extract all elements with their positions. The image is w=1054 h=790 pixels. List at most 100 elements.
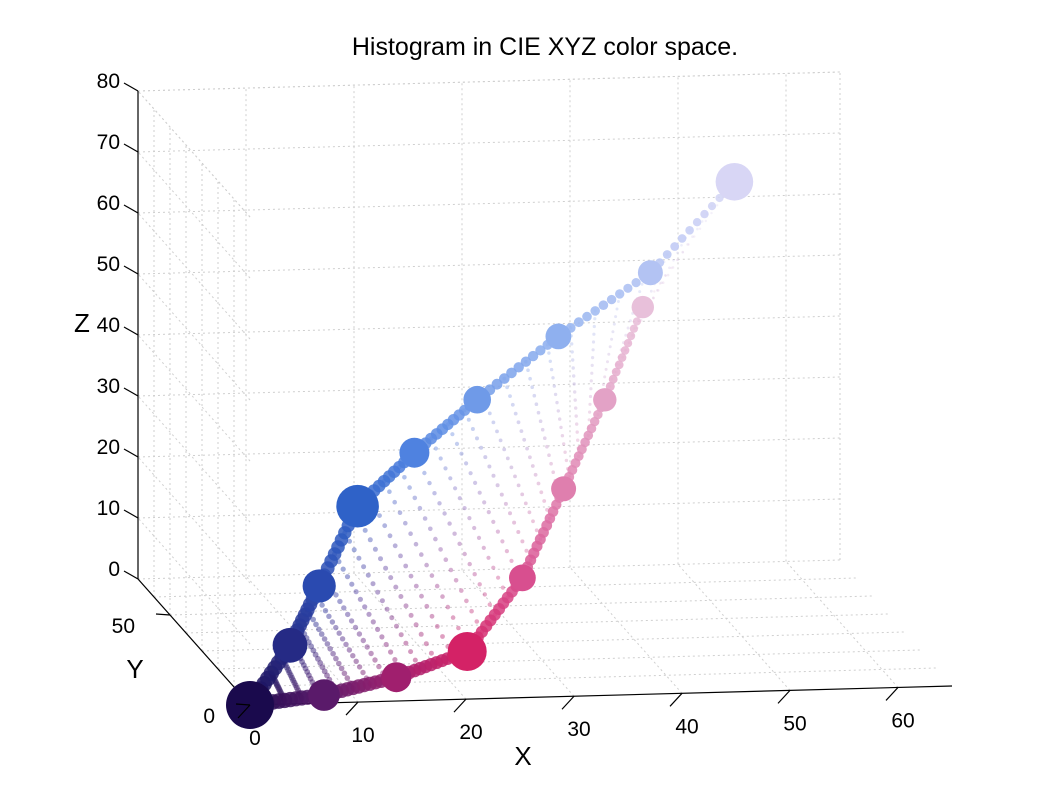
x-gridline [353, 572, 467, 700]
histogram-bin [482, 500, 487, 505]
histogram-bin [412, 495, 418, 501]
histogram-bin [472, 572, 477, 577]
histogram-bin [549, 461, 553, 466]
z-gridline [137, 437, 841, 458]
histogram-bin [486, 509, 491, 515]
histogram-bin [487, 464, 492, 469]
histogram-bin [327, 646, 334, 652]
histogram-bin [333, 655, 339, 662]
data-point [593, 388, 617, 412]
histogram-bin [626, 326, 630, 330]
histogram-bin [582, 311, 592, 322]
histogram-bin [526, 368, 530, 373]
histogram-bin [574, 406, 578, 410]
histogram-bin [333, 624, 339, 631]
histogram-bin [523, 501, 528, 506]
histogram-bin [601, 383, 605, 386]
data-point [336, 484, 379, 528]
histogram-bin [343, 641, 349, 648]
histogram-bin [626, 331, 636, 341]
z-tick-label: 30 [97, 375, 120, 398]
histogram-bin [623, 339, 633, 348]
histogram-bin [505, 385, 509, 390]
x-tick-label: 60 [891, 709, 914, 732]
histogram-bin [345, 611, 351, 618]
x-tick-label: 40 [675, 715, 698, 738]
histogram-bin [348, 618, 355, 624]
x-gridline [785, 561, 899, 688]
z-gridline [137, 456, 251, 584]
y-gridline [185, 613, 889, 634]
histogram-bin [598, 300, 609, 311]
point-cloud [242, 177, 739, 713]
histogram-bin [707, 202, 717, 211]
histogram-bin [591, 356, 595, 360]
histogram-bin [387, 533, 393, 539]
histogram-bin [330, 650, 336, 657]
y-tick-mark [155, 613, 171, 616]
histogram-bin [491, 565, 496, 570]
histogram-bin [372, 657, 378, 663]
histogram-bin [535, 345, 546, 356]
histogram-bin [378, 556, 383, 562]
histogram-bin [563, 450, 567, 454]
histogram-bin [664, 274, 667, 277]
histogram-bin [628, 319, 632, 323]
z-tick-mark [123, 387, 139, 397]
histogram-bin [383, 641, 389, 648]
histogram-bin [341, 670, 348, 677]
histogram-bin [351, 547, 357, 553]
histogram-bin [336, 630, 342, 636]
histogram-bin [530, 385, 534, 390]
histogram-bin [508, 511, 512, 516]
histogram-bin [440, 634, 445, 639]
histogram-bin [403, 603, 409, 609]
histogram-bin [570, 342, 574, 346]
histogram-bin [672, 259, 675, 262]
histogram-bin [350, 653, 356, 659]
data-point [447, 632, 487, 671]
histogram-bin [696, 227, 699, 231]
histogram-bin [407, 485, 412, 490]
x-tick-mark [885, 687, 899, 701]
histogram-bin [448, 567, 454, 573]
histogram-bin [698, 227, 702, 230]
histogram-bin [433, 536, 438, 542]
histogram-bin [487, 411, 492, 416]
histogram-bin [670, 242, 680, 251]
histogram-bin [453, 486, 458, 491]
histogram-bin [491, 473, 496, 478]
box-edge [137, 71, 841, 92]
histogram-bin [508, 394, 512, 398]
y-gridline [217, 649, 921, 670]
histogram-bin [607, 352, 611, 356]
histogram-bin [432, 491, 437, 496]
histogram-bin [573, 398, 577, 402]
histogram-bin [572, 382, 576, 386]
x-tick-mark [777, 689, 791, 704]
histogram-bin [491, 519, 496, 525]
histogram-bin [593, 317, 597, 321]
histogram-bin [559, 425, 563, 430]
histogram-bin [491, 420, 496, 425]
histogram-bin [356, 555, 362, 561]
histogram-bin [370, 581, 376, 587]
y-tick-label: 0 [203, 705, 215, 728]
histogram-bin [388, 649, 394, 655]
histogram-bin [671, 266, 675, 269]
histogram-bin [590, 363, 594, 367]
histogram-bin [486, 555, 491, 560]
histogram-bin [429, 573, 435, 578]
histogram-bin [692, 218, 702, 227]
x-axis-label: X [514, 741, 531, 771]
histogram-bin [462, 551, 467, 557]
histogram-bin [427, 480, 432, 486]
histogram-bin [657, 289, 660, 292]
z-tick-mark [123, 509, 139, 519]
histogram-bin [313, 621, 319, 628]
z-gridline [137, 212, 251, 340]
histogram-bin [545, 444, 549, 449]
histogram-bin [356, 631, 363, 637]
histogram-bin [520, 492, 525, 497]
x-gridline [569, 566, 683, 694]
